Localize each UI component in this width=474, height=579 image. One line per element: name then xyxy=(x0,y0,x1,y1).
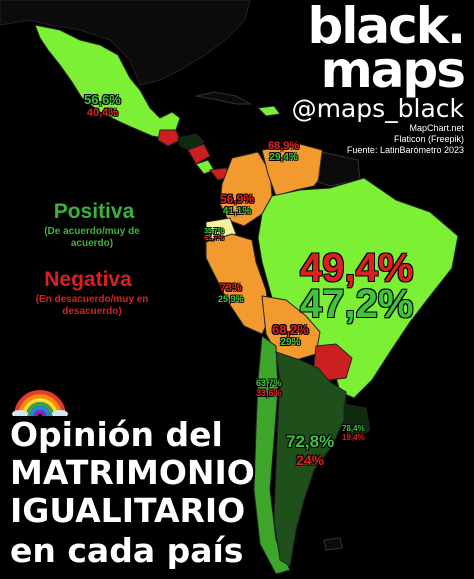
label-ecuador: 35,7% 61,7% xyxy=(204,228,224,242)
label-bolivia: 68,2% 29% xyxy=(272,322,309,348)
credit-flaticon: Flaticon (Freepik) xyxy=(393,134,464,144)
chile-positive: 63,7% xyxy=(256,378,282,388)
peru-negative: 25,9% xyxy=(218,294,244,304)
colombia-positive: 56,9% xyxy=(220,192,255,206)
brand-block: black. maps @maps_black MapChart.net Fla… xyxy=(291,0,466,156)
honduras-region xyxy=(177,133,205,151)
ecuador-negative: 61,7% xyxy=(204,235,224,242)
label-uruguay: 78,4% 19,4% xyxy=(342,424,365,442)
brazil-positive: 47,2% xyxy=(300,282,414,326)
bolivia-negative: 29% xyxy=(280,337,301,348)
brazil-negative: 49,4% xyxy=(300,246,414,290)
legend-negative-label: Negativa xyxy=(44,268,132,291)
venezuela-negative: 29,4% xyxy=(269,152,298,163)
brand-title: black. maps xyxy=(307,0,466,99)
credit-mapchart: MapChart.net xyxy=(409,123,464,133)
guianas-region xyxy=(317,151,361,187)
ecuador-positive: 35,7% xyxy=(204,228,224,235)
bolivia-positive: 68,2% xyxy=(272,322,309,337)
brazil-region xyxy=(257,177,459,399)
headline-line-2: MATRIMONIO xyxy=(10,453,255,492)
legend-positive-label: Positiva xyxy=(53,200,135,223)
mexico-negative: 40,4% xyxy=(86,107,119,119)
uruguay-negative: 19,4% xyxy=(342,433,365,442)
label-colombia: 56,9% 41,1% xyxy=(220,192,254,217)
label-peru: 73% 25,9% xyxy=(218,282,244,304)
uruguay-positive: 78,4% xyxy=(342,424,365,433)
uruguay-region xyxy=(343,403,371,441)
credit-source: Fuente: LatinBarómetro 2023 xyxy=(346,145,464,155)
argentina-region xyxy=(273,351,347,567)
label-chile: 63,7% 33,6% xyxy=(256,378,282,398)
nicaragua-region xyxy=(187,143,211,165)
venezuela-region xyxy=(261,143,327,197)
mexico-positive: 56,6% xyxy=(84,92,121,107)
headline-line-1: Opinión del xyxy=(10,415,223,454)
falklands-region xyxy=(323,537,343,551)
legend-negative-description: (En desacuerdo/muy en desacuerdo) xyxy=(35,294,149,317)
colombia-region xyxy=(219,151,273,227)
chile-region xyxy=(253,335,291,575)
label-brazil: 49,4% 47,2% xyxy=(300,246,414,326)
argentina-positive: 72,8% xyxy=(286,432,335,451)
peru-positive: 73% xyxy=(219,282,242,294)
brand-handle: @maps_black xyxy=(291,94,464,123)
chile-negative: 33,6% xyxy=(256,388,282,398)
cuba-region xyxy=(195,91,252,105)
label-mexico: 56,6% 40,4% xyxy=(84,92,121,119)
venezuela-positive: 68,9% xyxy=(268,140,300,152)
legend-positive-description: (De acuerdo/muy de acuerdo) xyxy=(44,226,140,249)
colombia-negative: 41,1% xyxy=(222,206,252,217)
label-argentina: 72,8% 24% xyxy=(286,432,334,468)
north-america-landmass xyxy=(0,0,251,86)
rainbow-icon xyxy=(12,390,68,416)
hispaniola-region xyxy=(256,105,281,117)
guatemala-region xyxy=(157,129,181,147)
headline-line-4: en cada país xyxy=(10,531,244,570)
argentina-negative: 24% xyxy=(296,452,325,468)
headline-line-3: IGUALITARIO xyxy=(10,491,246,530)
label-venezuela: 68,9% 29,4% xyxy=(268,140,299,163)
